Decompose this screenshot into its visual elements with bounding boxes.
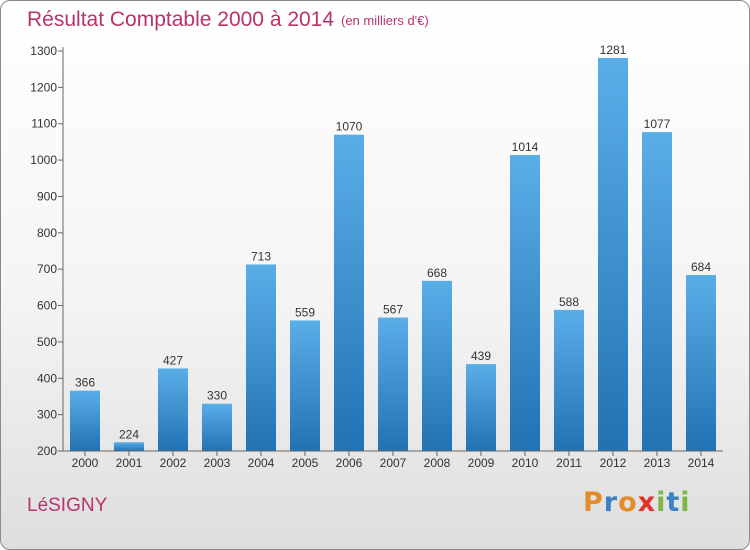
x-axis-ticks: 2000 2001 2002 2003 2004 2005 2006 2007 2008 2009…: [72, 451, 715, 470]
bar-value-label: 224: [119, 427, 139, 441]
chart-title: Résultat Comptable 2000 à 2014: [27, 8, 335, 31]
y-tick-label: 600: [37, 299, 57, 313]
logo-letter: P: [583, 487, 604, 518]
y-tick-label: 400: [37, 371, 57, 385]
bar-value-label: 1281: [600, 43, 627, 57]
x-tick-label: 2002: [160, 456, 187, 470]
bars: 366 224 427 330 713 559 1070 567 668 439 1014 588 12…: [70, 43, 716, 452]
bar-value-label: 713: [251, 249, 271, 263]
bar: [466, 364, 496, 451]
bar: [598, 57, 628, 452]
bar-value-label: 567: [383, 303, 403, 317]
x-tick-label: 2011: [556, 456, 582, 470]
y-tick-label: 800: [37, 226, 57, 240]
bar: [378, 317, 408, 451]
x-tick-label: 2012: [600, 456, 627, 470]
x-tick-label: 2004: [248, 456, 275, 470]
x-tick-label: 2005: [292, 456, 319, 470]
bar: [158, 368, 188, 451]
bar: [70, 390, 100, 451]
bar-value-label: 439: [471, 349, 491, 363]
bar-value-label: 330: [207, 389, 227, 403]
logo-letter: o: [618, 487, 638, 518]
y-tick-label: 500: [37, 335, 57, 349]
logo-letter: i: [680, 487, 691, 518]
bar-value-label: 1070: [336, 120, 363, 134]
bar: [246, 264, 276, 451]
proxiti-logo: Proxiti: [583, 487, 691, 518]
y-tick-label: 700: [37, 262, 57, 276]
bar: [510, 155, 540, 451]
x-tick-label: 2001: [116, 456, 143, 470]
logo-letter: r: [603, 487, 619, 518]
bar-value-label: 668: [427, 266, 447, 280]
x-tick-label: 2013: [644, 456, 671, 470]
x-tick-label: 2000: [72, 456, 99, 470]
logo-letter: t: [666, 487, 681, 518]
y-tick-label: 300: [37, 408, 57, 422]
bar-value-label: 366: [75, 376, 95, 390]
bar: [202, 403, 232, 451]
y-tick-label: 1100: [31, 117, 57, 131]
x-tick-label: 2006: [336, 456, 363, 470]
bar: [114, 442, 144, 451]
y-tick-label: 200: [37, 444, 57, 458]
city-label: LéSIGNY: [27, 495, 108, 516]
logo-letter: x: [637, 487, 657, 518]
x-tick-label: 2008: [424, 456, 451, 470]
x-tick-label: 2009: [468, 456, 495, 470]
y-axis-ticks: 200 300 400 500 600 700 800 900 1000 1100 1200 1300: [30, 44, 63, 458]
bar-value-label: 588: [559, 295, 579, 309]
bar: [642, 132, 672, 451]
bar-value-label: 559: [295, 305, 315, 319]
bar: [290, 320, 320, 451]
x-tick-label: 2007: [380, 456, 407, 470]
bar: [334, 134, 364, 452]
chart-subtitle: (en milliers d'€): [341, 13, 429, 28]
bar: [554, 309, 584, 451]
x-tick-label: 2003: [204, 456, 231, 470]
bar-value-label: 684: [691, 260, 711, 274]
bar-value-label: 1014: [512, 140, 539, 154]
y-tick-label: 900: [37, 189, 57, 203]
y-tick-label: 1000: [30, 153, 57, 167]
bar-value-label: 1077: [644, 117, 671, 131]
y-tick-label: 1200: [30, 80, 57, 94]
x-tick-label: 2010: [512, 456, 539, 470]
bar: [422, 280, 452, 451]
y-tick-label: 1300: [30, 44, 57, 58]
logo-letter: i: [656, 487, 667, 518]
x-tick-label: 2014: [688, 456, 715, 470]
bar: [686, 275, 716, 451]
bar-value-label: 427: [163, 353, 183, 367]
